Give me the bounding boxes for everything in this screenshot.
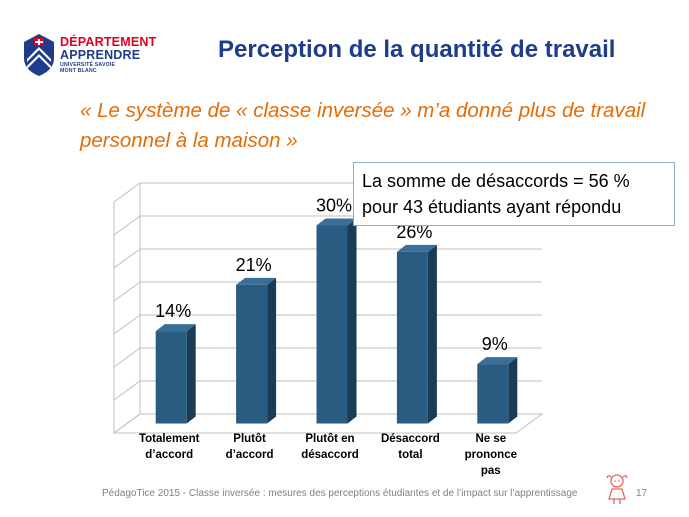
logo-line2: APPRENDRE <box>60 48 141 62</box>
logo-subtitle-2: MONT BLANC <box>60 68 97 74</box>
gridline-depth <box>113 347 141 368</box>
slide-quote: « Le système de « classe inversée » m’a … <box>80 99 646 152</box>
category-label: désaccord <box>301 449 359 461</box>
category-label: Totalement <box>139 433 200 445</box>
footer-text: PédagoTice 2015 - Classe inversée : mesu… <box>102 488 578 499</box>
gridline-depth <box>113 314 141 335</box>
bar-side <box>347 218 357 424</box>
gridline-depth <box>113 380 141 401</box>
data-label: 9% <box>482 334 508 354</box>
category-label: prononce <box>465 449 517 461</box>
callout-line-2: pour 43 étudiants ayant répondu <box>362 197 622 217</box>
bar-top <box>396 244 437 252</box>
category-label: total <box>398 449 422 461</box>
bar-top <box>316 218 357 226</box>
bar <box>316 225 348 424</box>
category-label: Ne se <box>475 433 506 445</box>
cartoon-girl-icon <box>606 474 628 504</box>
logo-subtitle-1: UNIVERSITÉ SAVOIE <box>60 62 116 68</box>
logo-line1: DÉPARTEMENT <box>60 35 157 49</box>
data-label: 26% <box>396 222 432 242</box>
category-label: Plutôt en <box>305 433 354 445</box>
chart-floor <box>112 413 544 434</box>
gridline-depth <box>113 281 141 302</box>
department-logo: DÉPARTEMENT APPRENDRE UNIVERSITÉ SAVOIE … <box>22 32 172 82</box>
callout-line-1: La somme de désaccords = 56 % <box>362 171 630 191</box>
summary-callout: La somme de désaccords = 56 % pour 43 ét… <box>353 162 675 226</box>
bar-side <box>186 324 196 424</box>
mountain-shield-icon <box>24 34 54 76</box>
bar <box>155 331 187 424</box>
bar-side <box>427 244 437 424</box>
bar-side <box>508 357 518 424</box>
page-number: 17 <box>636 488 648 499</box>
data-label: 14% <box>155 301 191 321</box>
category-label: d’accord <box>226 449 274 461</box>
bar-side <box>267 277 277 424</box>
logo-text: DÉPARTEMENT APPRENDRE UNIVERSITÉ SAVOIE … <box>60 35 157 75</box>
bar-top <box>236 277 277 285</box>
bar-top <box>477 357 518 365</box>
gridline-depth <box>113 182 141 203</box>
bar <box>236 284 268 424</box>
data-label: 21% <box>236 255 272 275</box>
gridline-depth <box>113 248 141 269</box>
bar-top <box>155 324 196 332</box>
data-label: 30% <box>316 196 352 216</box>
category-label: pas <box>481 465 501 477</box>
gridline-depth <box>113 215 141 236</box>
category-label: Désaccord <box>381 433 440 445</box>
category-label: d’accord <box>145 449 193 461</box>
bar <box>477 364 509 424</box>
slide-title: Perception de la quantité de travail <box>218 36 616 63</box>
category-label: Plutôt <box>233 433 266 445</box>
bar <box>396 251 428 424</box>
